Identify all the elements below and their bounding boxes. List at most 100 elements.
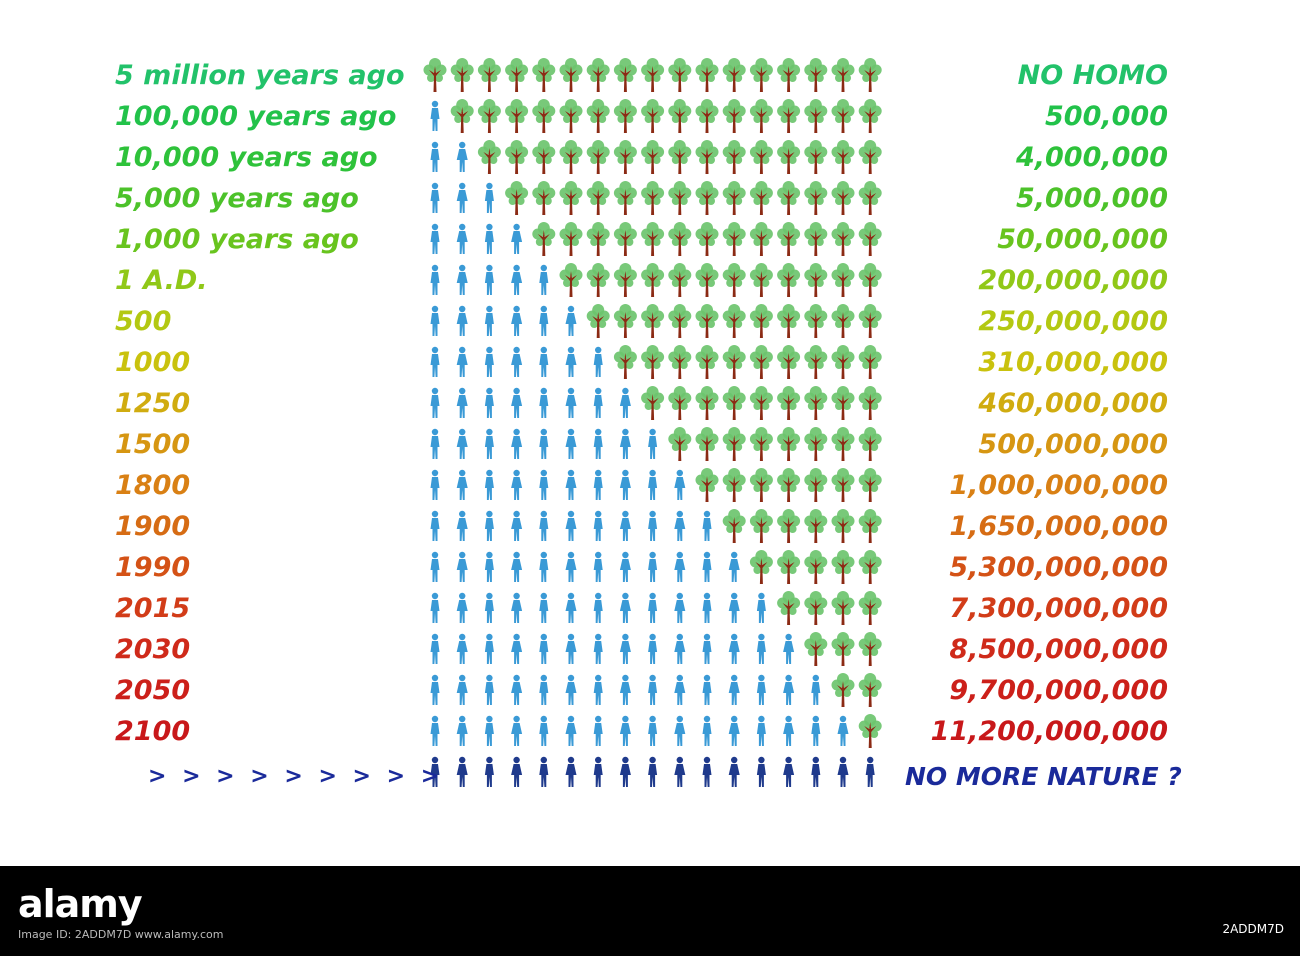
- tree-icon: [804, 304, 828, 338]
- year-label: 2015: [115, 593, 191, 624]
- person-icon: [565, 592, 577, 623]
- person-icon: [456, 633, 468, 664]
- tree-icon: [722, 304, 746, 338]
- tree-icon: [831, 468, 855, 502]
- person-icon: [565, 510, 577, 541]
- tree-icon: [668, 140, 692, 174]
- tree-icon: [641, 222, 665, 256]
- person-icon: [456, 674, 468, 705]
- population-value: 500,000,000: [978, 429, 1168, 460]
- tree-icon: [668, 386, 692, 420]
- person-icon: [484, 182, 494, 213]
- tree-icon: [831, 140, 855, 174]
- tree-icon: [586, 222, 610, 256]
- tree-icon: [641, 304, 665, 338]
- tree-icon: [858, 99, 882, 133]
- person-icon: [674, 756, 686, 787]
- tree-icon: [641, 345, 665, 379]
- person-icon: [728, 674, 740, 705]
- tree-icon: [722, 345, 746, 379]
- tree-icon: [613, 345, 637, 379]
- tree-icon: [831, 591, 855, 625]
- person-icon: [484, 223, 494, 254]
- person-icon: [619, 551, 631, 582]
- population-value: 7,300,000,000: [949, 593, 1168, 624]
- person-icon: [456, 346, 468, 377]
- population-value: 9,700,000,000: [949, 675, 1168, 706]
- year-label: 500: [115, 306, 172, 337]
- person-icon: [430, 551, 440, 582]
- year-label: 1500: [115, 429, 191, 460]
- person-icon: [593, 510, 603, 541]
- watermark-image-id: 2ADDM7D: [1222, 922, 1284, 936]
- tree-icon: [695, 468, 719, 502]
- year-label: 1,000 years ago: [115, 224, 359, 255]
- person-icon: [702, 592, 712, 623]
- tree-icon: [532, 58, 556, 92]
- person-icon: [619, 715, 631, 746]
- tree-icon: [613, 99, 637, 133]
- tree-icon: [722, 263, 746, 297]
- person-icon: [619, 510, 631, 541]
- person-icon: [648, 551, 658, 582]
- tree-icon: [505, 99, 529, 133]
- population-value: 4,000,000: [1015, 142, 1168, 173]
- tree-icon: [831, 304, 855, 338]
- person-icon: [511, 510, 523, 541]
- population-value: 5,000,000: [1015, 183, 1168, 214]
- year-label: 1250: [115, 388, 191, 419]
- person-icon: [456, 387, 468, 418]
- tree-icon: [777, 345, 801, 379]
- person-icon: [430, 223, 440, 254]
- person-icon: [565, 756, 577, 787]
- person-icon: [456, 141, 468, 172]
- population-value: 5,300,000,000: [949, 552, 1168, 583]
- person-icon: [837, 715, 849, 746]
- year-label: 1900: [115, 511, 191, 542]
- tree-icon: [749, 345, 773, 379]
- person-icon: [430, 428, 440, 459]
- person-icon: [539, 592, 549, 623]
- tree-icon: [668, 181, 692, 215]
- tree-icon: [722, 99, 746, 133]
- tree-icon: [831, 345, 855, 379]
- watermark-meta: Image ID: 2ADDM7D www.alamy.com: [18, 928, 224, 941]
- final-row-caption: NO MORE NATURE ?: [905, 762, 1182, 791]
- tree-icon: [858, 140, 882, 174]
- tree-icon: [831, 181, 855, 215]
- tree-icon: [668, 427, 692, 461]
- year-label: 5 million years ago: [115, 60, 405, 91]
- tree-icon: [831, 263, 855, 297]
- tree-icon: [722, 181, 746, 215]
- person-icon: [728, 592, 740, 623]
- tree-icon: [641, 140, 665, 174]
- tree-icon: [532, 140, 556, 174]
- person-icon: [674, 715, 686, 746]
- person-icon: [756, 715, 766, 746]
- person-icon: [430, 346, 440, 377]
- tree-icon: [777, 386, 801, 420]
- tree-icon: [804, 99, 828, 133]
- person-icon: [430, 100, 440, 131]
- person-icon: [539, 469, 549, 500]
- tree-icon: [831, 58, 855, 92]
- tree-icon: [777, 222, 801, 256]
- tree-icon: [777, 58, 801, 92]
- tree-icon: [586, 181, 610, 215]
- person-icon: [484, 633, 494, 664]
- tree-icon: [668, 345, 692, 379]
- person-icon: [565, 633, 577, 664]
- person-icon: [593, 592, 603, 623]
- tree-icon: [423, 58, 447, 92]
- person-icon: [430, 592, 440, 623]
- tree-icon: [858, 509, 882, 543]
- tree-icon: [641, 58, 665, 92]
- person-icon: [484, 551, 494, 582]
- person-icon: [511, 428, 523, 459]
- person-icon: [702, 633, 712, 664]
- tree-icon: [749, 468, 773, 502]
- person-icon: [593, 469, 603, 500]
- tree-icon: [858, 632, 882, 666]
- person-icon: [728, 715, 740, 746]
- person-icon: [593, 715, 603, 746]
